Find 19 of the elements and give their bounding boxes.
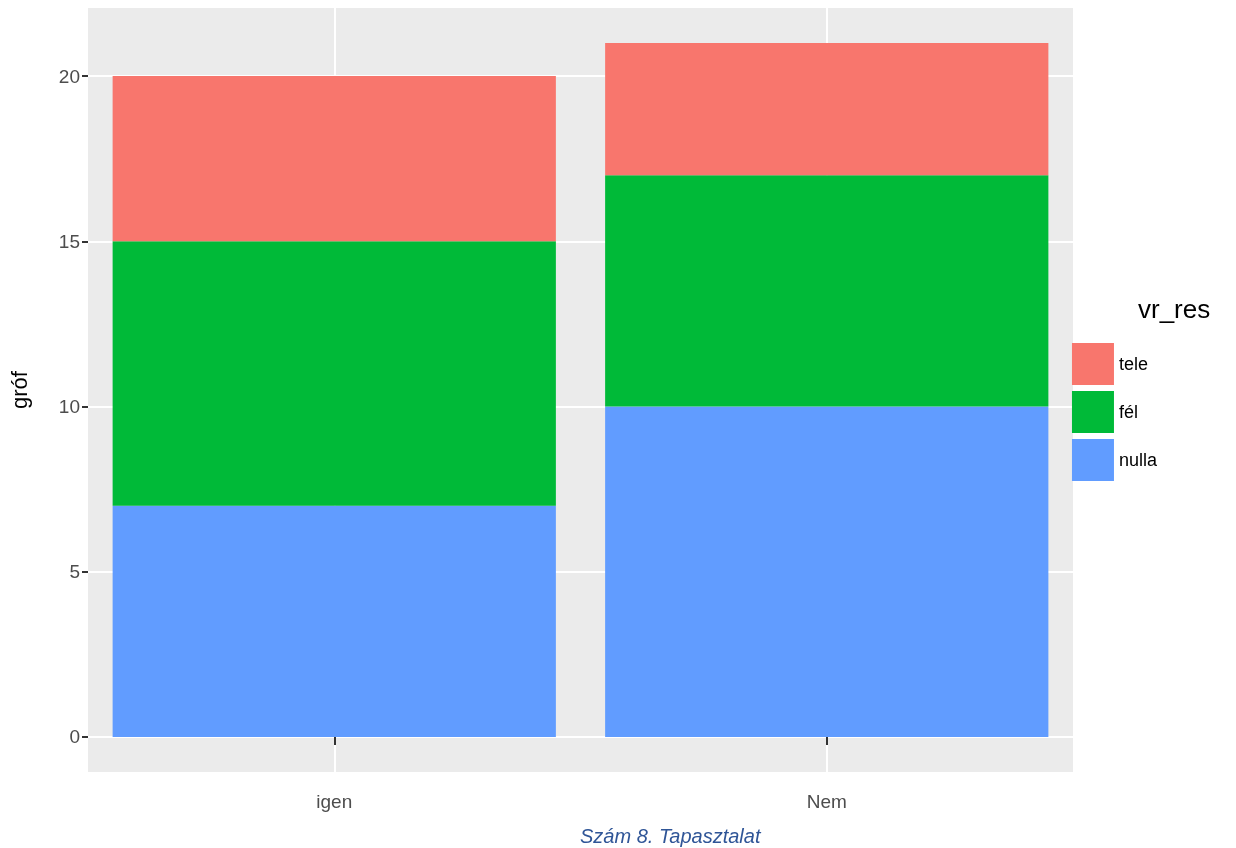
bar	[605, 406, 1049, 737]
y-tick-label: 15	[58, 230, 80, 252]
y-axis-title: gróf	[6, 370, 32, 409]
x-tick-label: Nem	[806, 791, 847, 812]
bar	[112, 505, 556, 737]
legend-label: fél	[1118, 402, 1138, 422]
bar	[112, 76, 556, 242]
legend-label: nulla	[1118, 450, 1158, 470]
bar	[605, 175, 1049, 407]
text: Szám 8. Tapasztalat	[580, 825, 762, 847]
x-tick-label: igen	[316, 791, 353, 812]
bar	[112, 241, 556, 506]
y-tick-label: 20	[58, 65, 80, 87]
legend-label: tele	[1118, 354, 1148, 374]
y-tick-label: 0	[69, 726, 80, 748]
y-tick-label: 10	[58, 396, 80, 418]
legend-title: vr_res	[1138, 294, 1211, 324]
bar	[605, 43, 1049, 176]
y-tick-label: 5	[69, 561, 80, 583]
